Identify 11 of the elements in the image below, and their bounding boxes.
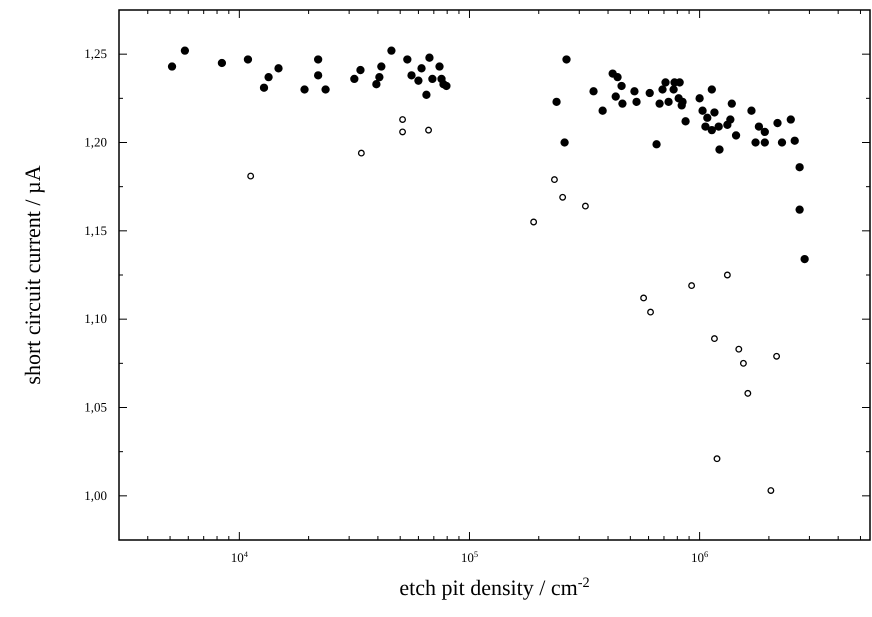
x-axis-title: etch pit density / cm$^{-2}$ — [399, 575, 590, 600]
y-tick-label: 1,15 — [84, 222, 107, 238]
x-tick-label: 10$^{5}$ — [460, 549, 478, 565]
x-tick-label: 10$^{4}$ — [230, 549, 249, 565]
y-tick-label: 1,20 — [84, 134, 107, 150]
x-tick-label: 10$^{6}$ — [691, 549, 708, 565]
y-tick-label: 1,25 — [84, 46, 107, 62]
y-tick-label: 1,00 — [84, 488, 107, 503]
y-tick-label: 1,05 — [84, 400, 107, 414]
y-tick-label: 1,10 — [84, 311, 107, 326]
y-axis-title: short circuit current / µA — [20, 165, 45, 385]
